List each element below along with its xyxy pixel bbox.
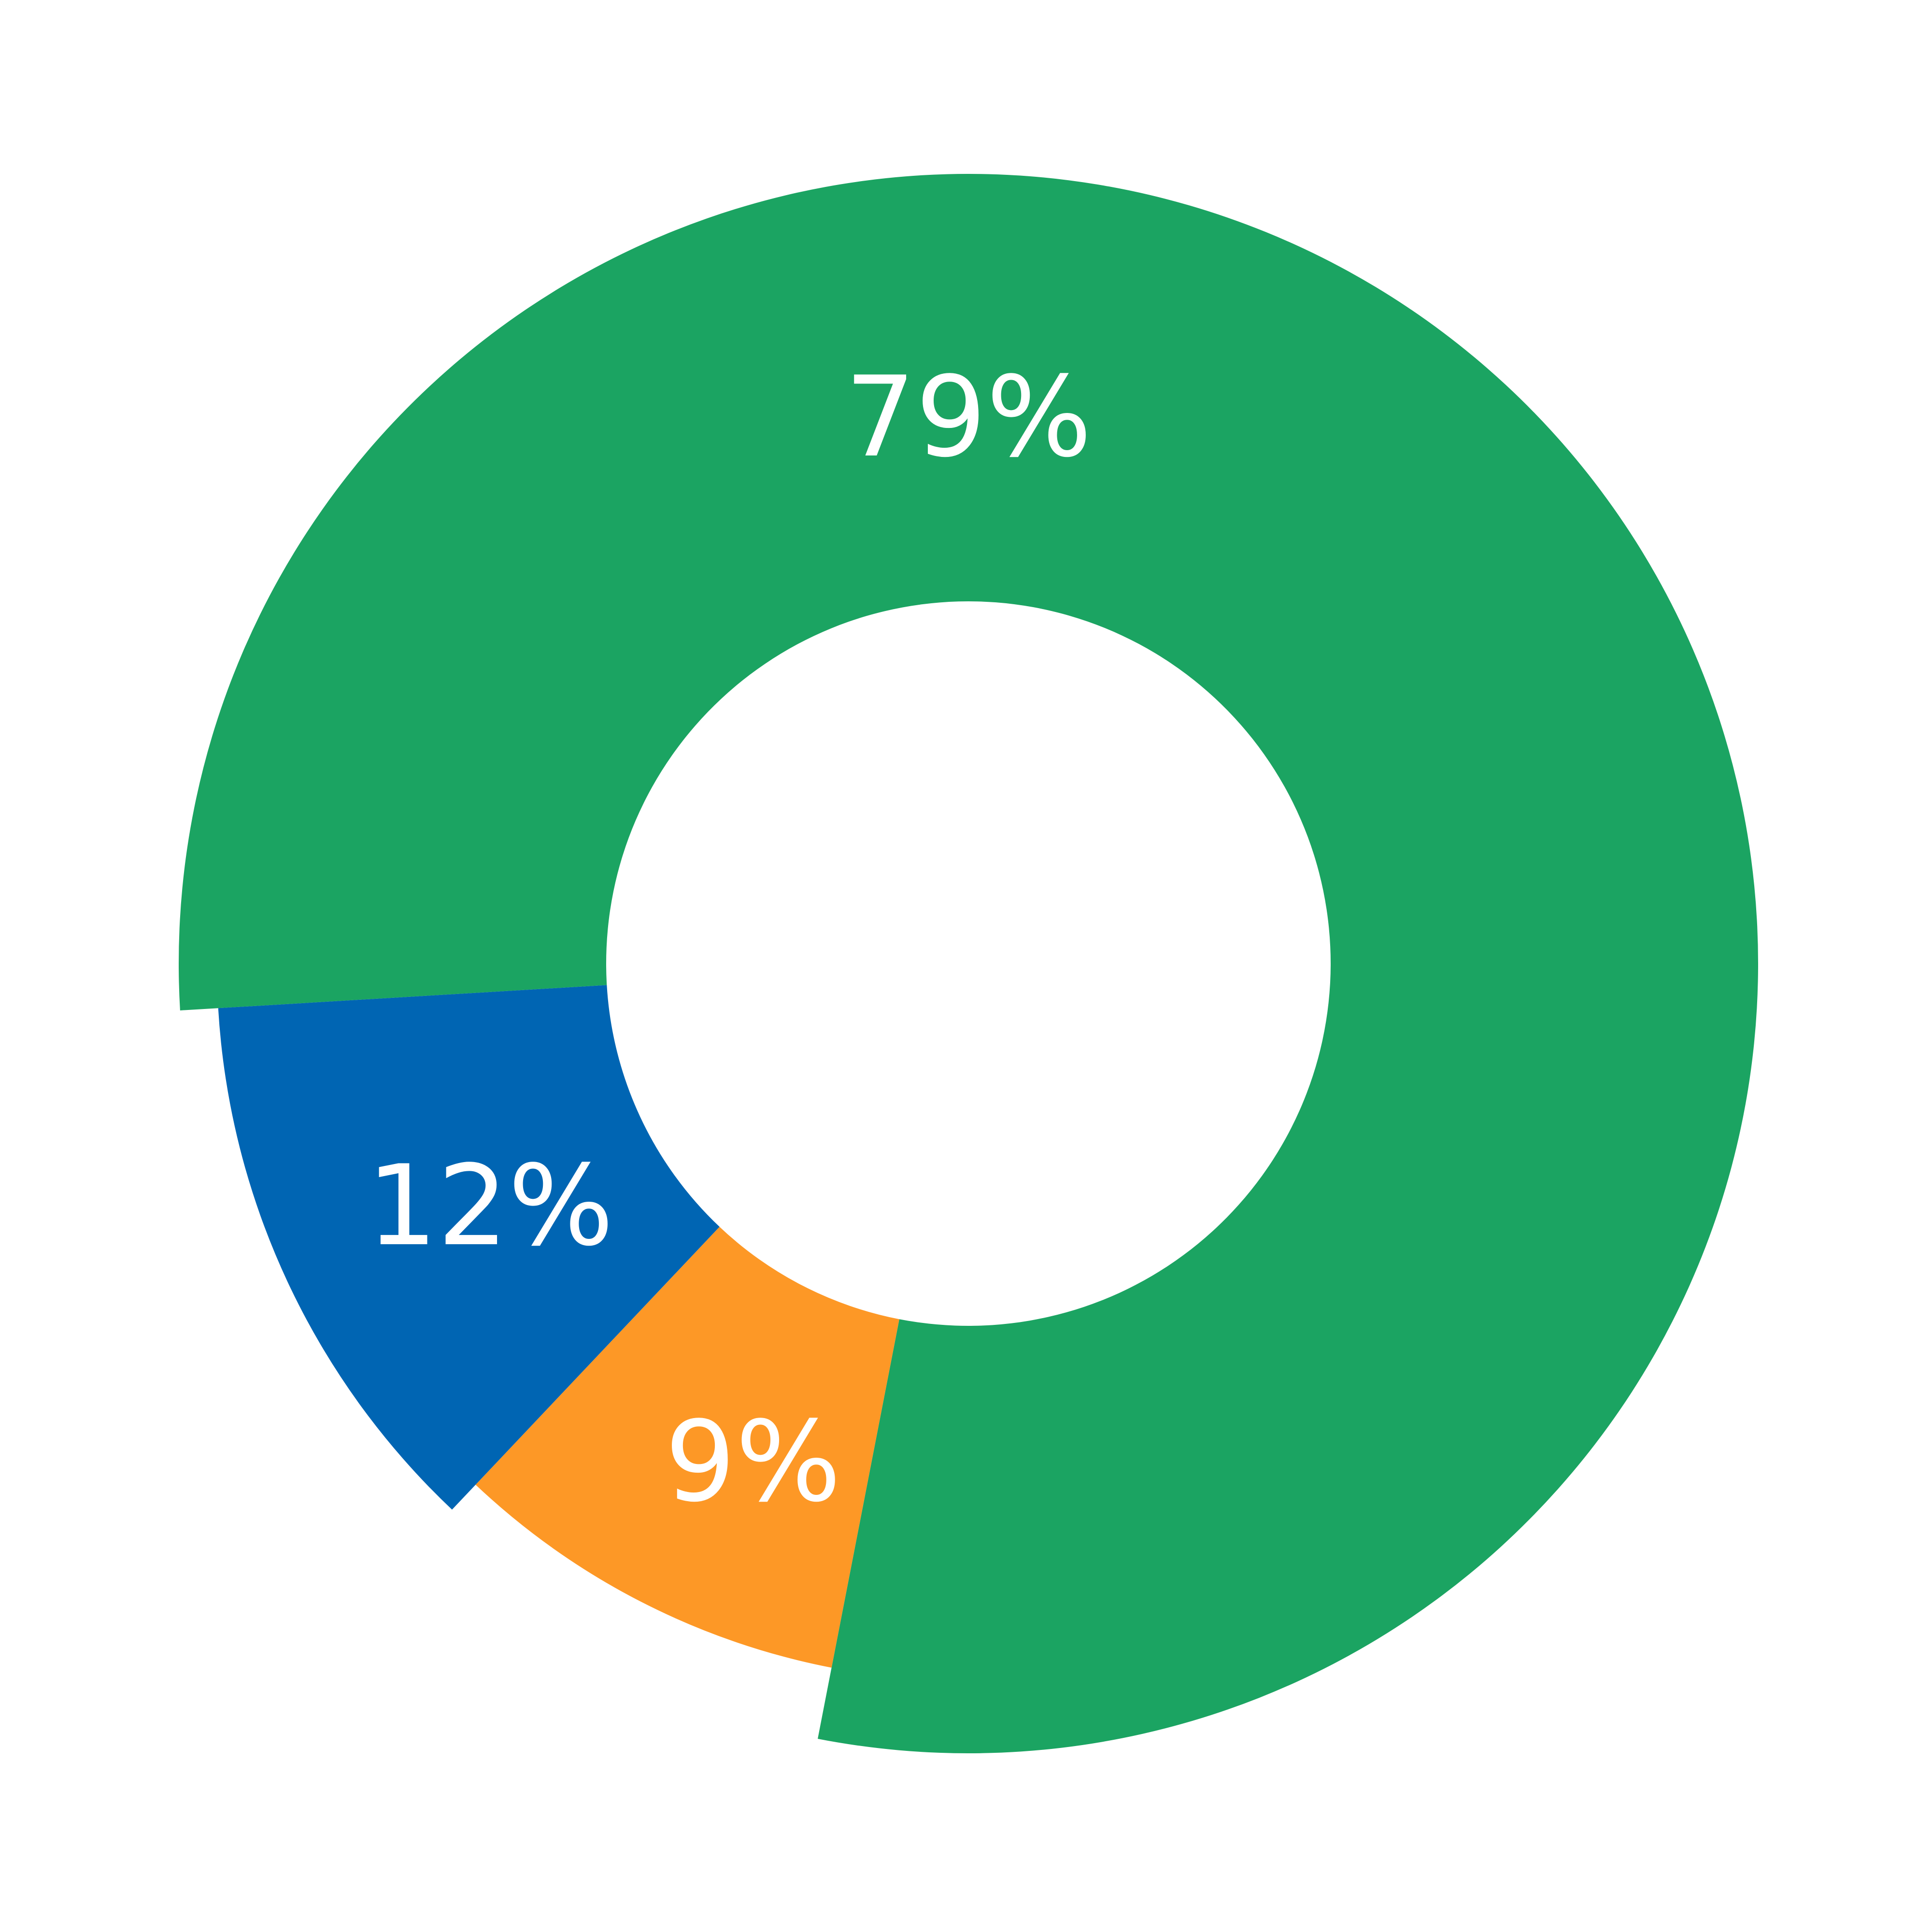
value-label: 79%	[845, 353, 1092, 482]
donut-slice	[475, 1226, 899, 1668]
value-label: 9%	[665, 1398, 841, 1527]
value-label: 12%	[367, 1142, 613, 1271]
donut-slice	[178, 173, 1759, 1754]
donut-slice	[218, 985, 720, 1510]
